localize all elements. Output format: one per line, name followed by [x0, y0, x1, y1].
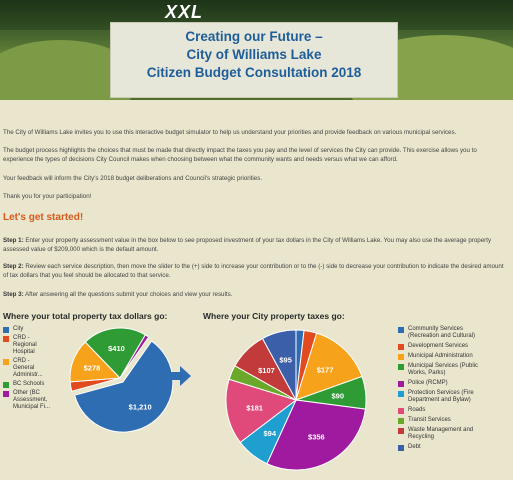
legend-label: Development Services	[408, 343, 469, 349]
legend-swatch	[398, 363, 404, 370]
legend-item: CRD - Regional Hospital	[3, 335, 65, 356]
step-label: Step 3:	[3, 291, 24, 298]
legend-swatch	[3, 390, 9, 397]
legend-item: Waste Management and Recycling	[398, 427, 510, 441]
legend-swatch	[398, 427, 404, 434]
pie-slice	[74, 340, 174, 433]
arrow-icon	[168, 366, 191, 386]
legend-item: City	[3, 326, 65, 333]
pie-data-label: $177	[317, 366, 334, 375]
legend-item: Protection Services (Fire Department and …	[398, 390, 510, 404]
step-2-text: Step 2: Review each service description,…	[3, 262, 508, 280]
step-label: Step 1:	[3, 237, 24, 244]
legend-label: Debt	[408, 444, 421, 450]
legend-item: Roads	[398, 407, 510, 414]
step-body: Enter your property assessment value in …	[3, 237, 492, 253]
pie-slice	[261, 329, 297, 401]
title-box: Creating our Future – City of Williams L…	[110, 22, 398, 98]
legend-item: BC Schools	[3, 381, 65, 388]
legend-label: Roads	[408, 407, 426, 413]
header-banner: XXL Creating our Future – City of Willia…	[0, 0, 513, 100]
legend-item: Community Services (Recreation and Cultur…	[398, 326, 510, 340]
legend-label: Other (BC Assessment, Municipal Fi...	[13, 390, 51, 410]
pie-slice	[295, 332, 363, 401]
total-tax-pie-chart: $1,210 $278 $410	[69, 327, 174, 433]
legend-swatch	[398, 353, 404, 360]
pie-data-label: $356	[308, 433, 325, 442]
pie-slice	[119, 334, 150, 379]
legend-label: Waste Management and Recycling	[408, 427, 474, 440]
legend-swatch	[398, 444, 404, 451]
pie-data-label: $107	[258, 366, 275, 375]
legend-swatch	[398, 407, 404, 414]
legend-item: Municipal Services (Public Works, Parks)	[398, 363, 510, 377]
pie-slice	[266, 399, 366, 471]
step-1-text: Step 1: Enter your property assessment v…	[3, 236, 508, 254]
legend-item: Transit Services	[398, 417, 510, 424]
legend-label: Protection Services (Fire Department and …	[408, 390, 474, 403]
chart-title-total: Where your total property tax dollars go…	[3, 311, 168, 321]
legend-item: Municipal Administration	[398, 353, 510, 360]
city-tax-legend: Community Services (Recreation and Cultur…	[398, 326, 510, 454]
legend-label: Transit Services	[408, 417, 451, 423]
intro-paragraph: The City of Williams Lake invites you to…	[3, 129, 457, 136]
banner-logo: XXL	[165, 2, 204, 22]
legend-label: Municipal Services (Public Works, Parks)	[408, 363, 479, 376]
legend-item: Debt	[398, 444, 510, 451]
pie-data-label: $181	[246, 403, 263, 412]
pie-data-label: $278	[84, 363, 101, 372]
pie-slice	[84, 327, 147, 379]
pie-data-label: $410	[108, 344, 125, 353]
legend-label: Community Services (Recreation and Cultur…	[408, 326, 476, 339]
legend-label: Municipal Administration	[408, 353, 473, 359]
legend-label: City	[13, 326, 24, 332]
pie-data-label: $94	[264, 429, 277, 438]
legend-swatch	[3, 335, 9, 342]
total-tax-legend: City CRD - Regional Hospital CRD - General Adm…	[3, 326, 65, 413]
legend-swatch	[398, 417, 404, 424]
legend-item: Other (BC Assessment, Municipal Fi...	[3, 390, 65, 411]
step-body: Review each service description, then mo…	[3, 263, 504, 279]
legend-label: CRD - General Administr...	[13, 358, 43, 378]
legend-swatch	[3, 326, 9, 333]
legend-item: Police (RCMP)	[398, 380, 510, 387]
legend-swatch	[398, 380, 404, 387]
pie-data-label: $1,210	[129, 403, 152, 412]
legend-swatch	[398, 326, 404, 333]
chart-title-city: Where your City property taxes go:	[203, 311, 345, 321]
city-tax-pie-chart: $177 $90 $356 $94 $181 $107 $95	[225, 329, 367, 471]
step-3-text: Step 3: After answering all the question…	[3, 290, 508, 299]
legend-label: BC Schools	[13, 381, 45, 387]
legend-swatch	[3, 381, 9, 388]
legend-item: CRD - General Administr...	[3, 358, 65, 379]
legend-label: Police (RCMP)	[408, 380, 448, 386]
step-label: Step 2:	[3, 263, 24, 270]
section-heading: Let's get started!	[3, 212, 84, 223]
intro-paragraph: The budget process highlights the choice…	[3, 147, 477, 163]
intro-paragraph: Thank you for your participation!	[3, 193, 92, 200]
page-title-line3: Citizen Budget Consultation 2018	[146, 65, 362, 80]
legend-swatch	[398, 343, 404, 350]
step-body: After answering all the questions submit…	[23, 291, 233, 298]
pie-data-label: $95	[279, 355, 292, 364]
pie-data-label: $90	[332, 392, 345, 401]
legend-swatch	[3, 358, 9, 365]
intro-paragraph: Your feedback will inform the City's 201…	[3, 175, 263, 182]
page-title-line1: Creating our Future –	[185, 29, 323, 44]
legend-item: Development Services	[398, 343, 510, 350]
legend-label: CRD - Regional Hospital	[13, 335, 37, 355]
page-title-line2: City of Williams Lake	[186, 47, 322, 62]
legend-swatch	[398, 390, 404, 397]
